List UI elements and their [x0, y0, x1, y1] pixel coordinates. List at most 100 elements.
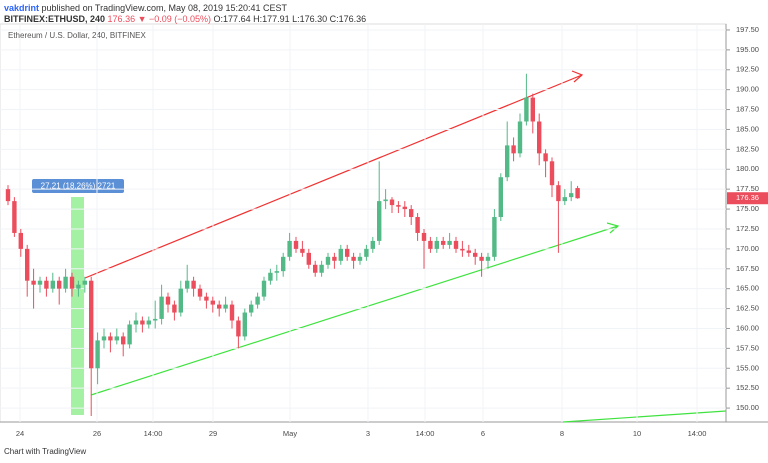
y-tick-label: 170.00: [736, 244, 759, 253]
candle-body: [562, 197, 567, 202]
y-tick-label: 175.00: [736, 204, 759, 213]
candle-body: [498, 177, 503, 218]
candle-body: [255, 296, 260, 305]
x-tick-label: 8: [560, 429, 564, 438]
candle-body: [517, 121, 523, 154]
y-tick-label: 190.00: [736, 85, 759, 94]
y-tick-label: 180.00: [736, 164, 759, 173]
candle-body: [133, 320, 139, 325]
y-tick-label: 185.00: [736, 124, 759, 133]
measure-label: 27.21 (18.26%) 2721: [41, 182, 116, 191]
candle-body: [396, 205, 401, 207]
y-tick-label: 172.50: [736, 224, 759, 233]
candle-body: [82, 280, 87, 285]
candle-body: [44, 280, 49, 289]
candle-body: [63, 276, 68, 289]
candle-body: [345, 248, 350, 257]
x-tick-label: 24: [16, 429, 24, 438]
candle-body: [306, 252, 311, 265]
y-tick-label: 150.00: [736, 403, 759, 412]
candle-body: [556, 185, 561, 202]
candle-body: [178, 288, 183, 313]
y-tick-label: 165.00: [736, 284, 759, 293]
candle-body: [377, 201, 382, 241]
candle-body: [543, 153, 548, 162]
candle-body: [319, 264, 324, 273]
candle-body: [434, 240, 439, 249]
y-tick-label: 192.50: [736, 65, 759, 74]
candle-body: [165, 296, 171, 305]
candle-body: [428, 240, 433, 249]
candle-body: [453, 240, 459, 249]
candle-body: [460, 248, 465, 251]
x-tick-label: 3: [366, 429, 370, 438]
candle-body: [524, 97, 529, 122]
x-tick-label: 14:00: [688, 429, 707, 438]
candle-body: [466, 250, 471, 253]
candle-body: [12, 201, 17, 233]
x-tick-label: 14:00: [416, 429, 435, 438]
published: published on TradingView.com, May 08, 20…: [41, 3, 288, 13]
candle-body: [441, 240, 446, 245]
last-price-box: [727, 192, 768, 205]
candle-body: [293, 240, 299, 249]
author: vakdrint: [4, 3, 40, 13]
candle-body: [191, 280, 196, 289]
candle-body: [268, 272, 273, 281]
trend-line: [562, 410, 727, 423]
footer: Chart with TradingView: [4, 447, 86, 456]
measure-box: [32, 179, 124, 193]
candle-body: [530, 97, 535, 122]
candle-body: [479, 256, 484, 261]
x-tick-label: May: [283, 429, 297, 438]
x-tick-label: 14:00: [144, 429, 163, 438]
candle-body: [332, 256, 337, 261]
candle-body: [421, 232, 427, 241]
candle-body: [370, 240, 375, 249]
candle-body: [492, 217, 497, 257]
lower-trend-line: [90, 225, 619, 396]
candle-body: [25, 248, 30, 281]
candle-body: [172, 304, 177, 313]
candle-body: [31, 280, 36, 285]
candle-body: [300, 248, 305, 253]
candle-body: [313, 264, 318, 273]
candle-body: [389, 199, 395, 206]
candle-body: [357, 256, 363, 261]
y-tick-label: 197.50: [736, 25, 759, 34]
x-tick-label: 10: [633, 429, 641, 438]
x-tick-label: 29: [209, 429, 217, 438]
candle-body: [364, 248, 369, 257]
candle-body: [351, 256, 356, 261]
ohlc: O:177.64 H:177.91 L:176.30 C:176.36: [213, 14, 367, 24]
change: 176.36 ▼ −0.09 (−0.05%): [107, 14, 212, 24]
chart-title: Ethereum / U.S. Dollar, 240, BITFINEX: [8, 31, 146, 40]
candle-body: [409, 209, 414, 218]
candle-body: [261, 280, 267, 297]
candle-body: [146, 320, 151, 325]
symbol: BITFINEX:ETHUSD, 240: [4, 14, 106, 24]
symbol-line: BITFINEX:ETHUSD, 240 176.36 ▼ −0.09 (−0.…: [4, 14, 366, 24]
candle-body: [159, 296, 164, 319]
y-tick-label: 167.50: [736, 264, 759, 273]
candle-body: [338, 248, 343, 261]
candle-body: [383, 199, 388, 202]
candle-body: [95, 340, 100, 369]
candle-body: [511, 145, 516, 154]
y-tick-label: 152.50: [736, 383, 759, 392]
candle-body: [185, 280, 190, 289]
candle-body: [242, 312, 247, 337]
candle-body: [325, 256, 331, 265]
y-tick-label: 157.50: [736, 343, 759, 352]
arrow-head: [571, 70, 584, 83]
candle-body: [537, 121, 542, 154]
candle-body: [473, 252, 478, 257]
candle-body: [505, 145, 510, 178]
candle-body: [575, 188, 580, 199]
candle-body: [18, 232, 23, 249]
plot-area: [0, 23, 727, 423]
arrow-head: [606, 222, 620, 234]
x-tick-label: 6: [481, 429, 485, 438]
candle-body: [485, 256, 491, 261]
